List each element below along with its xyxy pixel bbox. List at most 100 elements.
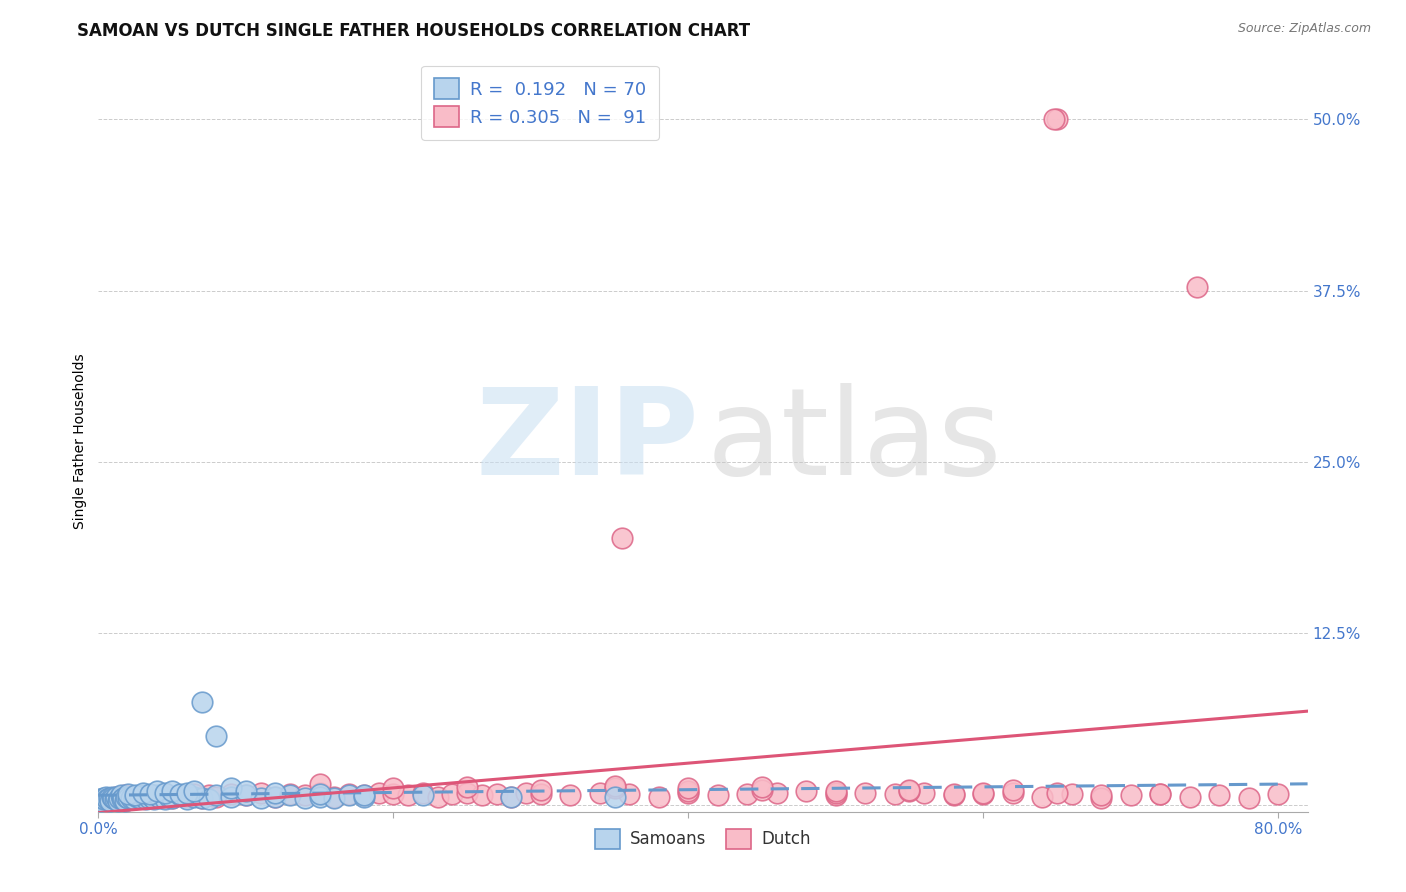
Point xyxy=(169,789,191,803)
Point xyxy=(190,791,212,805)
Point xyxy=(190,695,212,709)
Point xyxy=(115,789,138,804)
Point xyxy=(104,792,127,806)
Point xyxy=(278,789,301,803)
Point xyxy=(353,789,375,803)
Point xyxy=(751,782,773,797)
Point xyxy=(1046,112,1069,127)
Point xyxy=(942,789,965,803)
Point xyxy=(131,791,153,805)
Point xyxy=(112,791,135,805)
Point xyxy=(176,789,198,804)
Point xyxy=(183,784,205,798)
Point xyxy=(530,782,553,797)
Point xyxy=(111,792,134,806)
Point xyxy=(100,789,122,804)
Point xyxy=(235,789,257,803)
Point xyxy=(89,792,111,806)
Point xyxy=(751,780,773,794)
Point xyxy=(382,787,405,801)
Point xyxy=(101,792,124,806)
Point xyxy=(190,791,212,805)
Text: ZIP: ZIP xyxy=(475,383,699,500)
Point xyxy=(912,785,935,799)
Point xyxy=(146,789,169,804)
Point xyxy=(824,785,846,799)
Point xyxy=(157,789,180,804)
Point xyxy=(1046,785,1069,799)
Point xyxy=(560,789,582,803)
Legend: Samoans, Dutch: Samoans, Dutch xyxy=(588,822,818,855)
Point xyxy=(135,792,157,806)
Point xyxy=(1208,789,1230,803)
Text: SAMOAN VS DUTCH SINGLE FATHER HOUSEHOLDS CORRELATION CHART: SAMOAN VS DUTCH SINGLE FATHER HOUSEHOLDS… xyxy=(77,22,751,40)
Point xyxy=(1178,789,1201,804)
Point xyxy=(501,789,523,804)
Point xyxy=(120,791,142,805)
Point xyxy=(678,785,700,799)
Point xyxy=(353,789,375,803)
Point xyxy=(456,780,478,794)
Point xyxy=(139,789,162,803)
Point xyxy=(235,784,257,798)
Point xyxy=(610,531,633,545)
Point xyxy=(219,787,242,801)
Point xyxy=(117,791,139,805)
Point xyxy=(603,781,626,796)
Point xyxy=(146,789,169,803)
Point xyxy=(117,787,139,801)
Point xyxy=(146,784,169,798)
Point xyxy=(412,789,434,803)
Point xyxy=(1267,787,1289,801)
Point xyxy=(219,781,242,796)
Point xyxy=(1043,112,1066,127)
Point xyxy=(249,791,271,805)
Point xyxy=(603,779,626,793)
Point xyxy=(141,789,163,804)
Point xyxy=(183,789,205,804)
Point xyxy=(108,791,131,805)
Point xyxy=(131,785,153,799)
Point xyxy=(219,789,242,804)
Point xyxy=(515,785,537,799)
Point xyxy=(353,789,375,804)
Point xyxy=(143,792,166,806)
Point xyxy=(205,789,228,803)
Point xyxy=(160,791,183,805)
Point xyxy=(1001,785,1024,799)
Point xyxy=(898,784,921,798)
Point xyxy=(308,787,330,801)
Point xyxy=(619,787,641,801)
Point xyxy=(1060,787,1083,801)
Point xyxy=(107,794,129,808)
Point xyxy=(824,789,846,803)
Point xyxy=(1119,789,1142,803)
Point xyxy=(678,784,700,798)
Point xyxy=(396,789,419,803)
Point xyxy=(198,792,221,806)
Point xyxy=(530,787,553,801)
Point xyxy=(367,785,389,799)
Point xyxy=(94,794,117,808)
Point xyxy=(294,791,316,805)
Point xyxy=(94,789,117,804)
Point xyxy=(1237,791,1260,805)
Point xyxy=(139,787,162,801)
Point xyxy=(96,792,118,806)
Point xyxy=(198,789,221,803)
Point xyxy=(128,791,150,805)
Point xyxy=(323,789,346,804)
Point xyxy=(235,789,257,803)
Point xyxy=(153,785,176,799)
Point xyxy=(337,787,360,801)
Point xyxy=(456,785,478,799)
Point xyxy=(972,785,994,799)
Point xyxy=(308,777,330,791)
Point xyxy=(735,787,758,801)
Point xyxy=(323,791,346,805)
Point xyxy=(501,789,523,804)
Point xyxy=(169,787,191,801)
Y-axis label: Single Father Households: Single Father Households xyxy=(73,354,87,529)
Point xyxy=(117,792,139,806)
Point xyxy=(765,785,787,799)
